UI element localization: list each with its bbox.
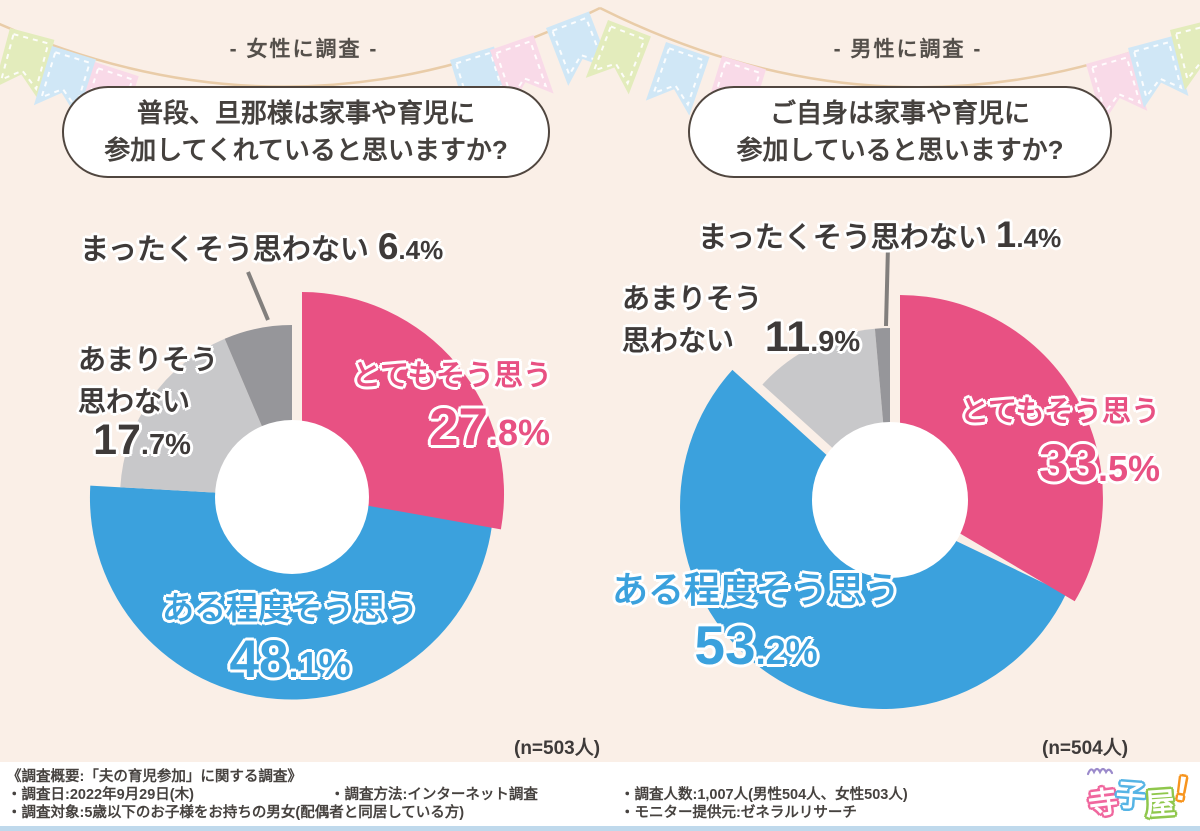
- terakoya-logo: 寺 子 屋 !: [1086, 762, 1198, 824]
- slice-value-female-some: 48.1%: [229, 630, 351, 689]
- logo-flourish: [1086, 767, 1114, 776]
- slice-label-male-not-line2: 思わない: [622, 325, 735, 356]
- leader-line-female-never: [246, 271, 270, 321]
- question-line-1: 普段、旦那様は家事や育児に: [136, 98, 475, 128]
- slice-label-male-some: ある程度そう思う 53.2%: [600, 561, 912, 677]
- survey-method: ・調査方法:インターネット調査: [330, 787, 538, 803]
- slice-label-female-never: まったくそう思わない 6.4%: [80, 226, 444, 267]
- survey-date: ・調査日:2022年9月29日(木): [7, 787, 194, 803]
- slice-label-male-never: まったくそう思わない 1.4%: [698, 214, 1062, 255]
- pennant-flag: [585, 20, 651, 95]
- slice-value-female-not: 17.7%: [93, 416, 191, 464]
- slice-value-male-very: 33.5%: [1039, 434, 1160, 493]
- pennant-flag: [546, 11, 612, 86]
- question-line-2: 参加していると思いますか?: [736, 135, 1064, 165]
- slice-label-female-some: ある程度そう思う 48.1%: [140, 583, 440, 690]
- chart-header-male: - 男性に調査 -: [833, 38, 983, 61]
- survey-count: ・調査人数:1,007人(男性504人、女性503人): [620, 787, 908, 803]
- survey-target: ・調査対象:5歳以下のお子様をお持ちの男女(配偶者と同居している方): [7, 805, 465, 821]
- question-bubble-female: 普段、旦那様は家事や育児に 参加してくれていると思いますか?: [62, 86, 550, 178]
- chart-overlays: [215, 245, 968, 578]
- logo-exclamation: !: [1173, 769, 1191, 809]
- pennant-flag: [0, 28, 55, 100]
- question-line-2: 参加してくれていると思いますか?: [104, 135, 508, 165]
- logo-char-2: 子: [1114, 778, 1147, 814]
- leader-line-male-never: [884, 245, 890, 327]
- slice-value-male-not: 11.9%: [764, 313, 861, 361]
- sample-size-male: (n=504人): [1042, 738, 1129, 759]
- slice-value-female-very: 27.8%: [429, 398, 550, 457]
- question-bubble-male: ご自身は家事や育児に 参加していると思いますか?: [688, 86, 1112, 178]
- survey-monitor: ・モニター提供元:ゼネラルリサーチ: [620, 805, 857, 821]
- question-line-1: ご自身は家事や育児に: [769, 98, 1030, 128]
- slice-label-male-very: とてもそう思う 33.5%: [935, 388, 1160, 494]
- pennant-flag: [1128, 36, 1189, 108]
- slice-label-male-not-line1: あまりそう: [622, 283, 763, 314]
- donut-hole-male: [812, 422, 968, 578]
- pennant-flag: [645, 42, 710, 116]
- chart-header-female: - 女性に調査 -: [229, 38, 379, 61]
- survey-title: 《調査概要:「夫の育児参加」に関する調査》: [7, 769, 302, 785]
- sample-size-female: (n=503人): [514, 738, 601, 759]
- slice-label-female-very: とてもそう思う 27.8%: [330, 352, 552, 458]
- logo-char-3: 屋: [1144, 786, 1177, 822]
- footer-accent-bar: [0, 826, 1200, 831]
- slice-label-female-not-line1: あまりそう: [78, 344, 219, 375]
- donut-hole-female: [215, 420, 369, 574]
- survey-overview-footer: 《調査概要:「夫の育児参加」に関する調査》 ・調査日:2022年9月29日(木)…: [0, 762, 1200, 826]
- pie-slice: [89, 485, 494, 700]
- slice-value-male-some: 53.2%: [694, 614, 818, 676]
- slice-label-female-not-line2: 思わない: [78, 386, 191, 417]
